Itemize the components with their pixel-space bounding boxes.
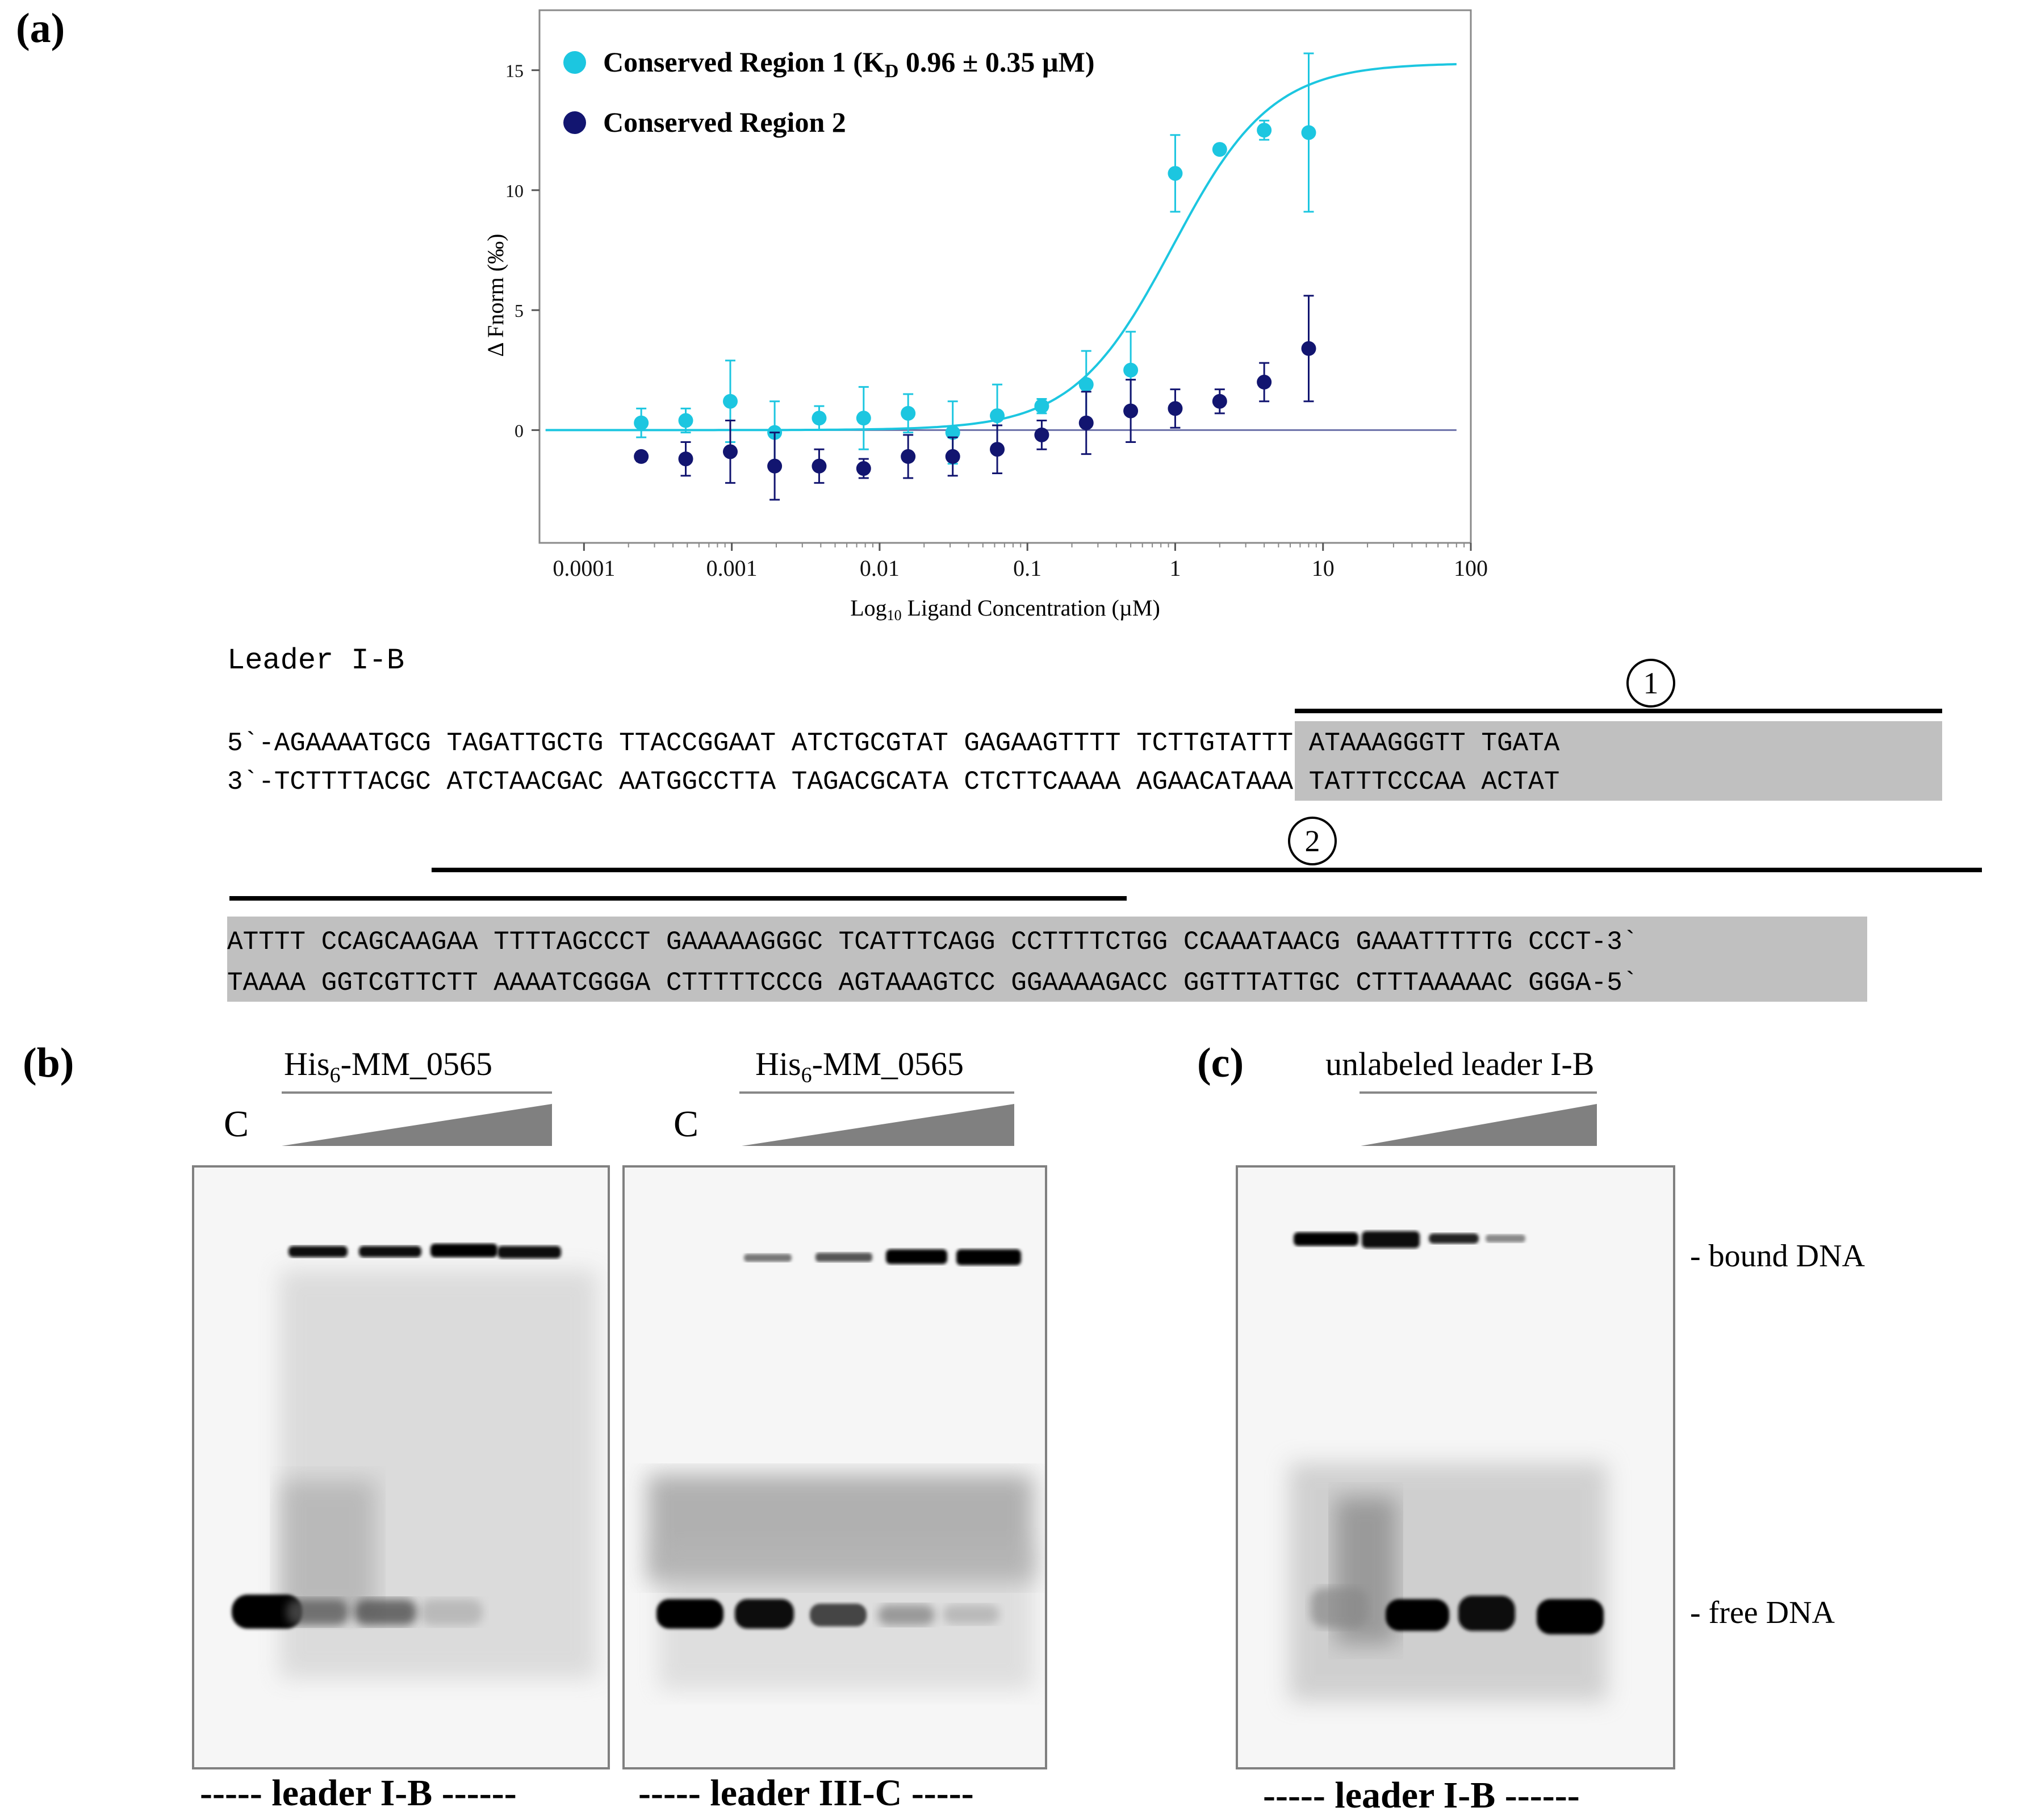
gel-b1-free-band-control [232, 1595, 302, 1629]
gel-b1-bands [232, 1244, 597, 1679]
x-axis-title: Log10 Ligand Concentration (µM) [850, 595, 1160, 624]
x-tick-label-0.001: 0.001 [706, 555, 758, 581]
free-dna-label: - free DNA [1690, 1595, 1835, 1630]
gel-b2-control-label: C [674, 1103, 699, 1145]
region-1-bar-continued [229, 896, 1127, 901]
region-1-bar [1295, 709, 1942, 713]
gel-b1-image [192, 1165, 610, 1769]
data-point [1301, 341, 1316, 356]
data-point [945, 425, 960, 440]
data-point [1168, 166, 1183, 181]
gel-b1-protein-label: His6-MM_0565 [284, 1045, 493, 1087]
region-1-shading [1295, 721, 1942, 801]
data-point [1257, 374, 1272, 390]
data-point [945, 449, 960, 464]
data-point [901, 405, 916, 421]
plot-frame [538, 9, 1472, 544]
data-series [634, 52, 1316, 501]
region-2-marker: 2 [1288, 817, 1337, 865]
data-point [1168, 401, 1183, 416]
region-1-marker: 1 [1626, 659, 1675, 708]
data-point [1034, 399, 1049, 414]
x-tick-label-0.0001: 0.0001 [553, 555, 615, 581]
panel-label-a: (a) [16, 5, 65, 52]
data-point [1034, 427, 1049, 442]
y-axis-title: Δ Fnorm (‰) [483, 234, 508, 357]
data-point [856, 461, 871, 476]
data-point [1123, 362, 1139, 378]
gel-c-image [1236, 1165, 1675, 1769]
panel-label-b: (b) [23, 1040, 74, 1086]
data-point [634, 449, 649, 464]
y-tick-label-10: 10 [505, 181, 524, 201]
legend-marker-region-2 [563, 111, 586, 134]
gel-c-free-band-max [1537, 1599, 1604, 1634]
gel-b1-gradient-wedge [282, 1104, 552, 1146]
data-point [1078, 377, 1094, 392]
x-axis: 0.0001 0.001 0.01 0.1 1 10 100 [553, 543, 1488, 581]
data-point [1301, 125, 1316, 140]
x-tick-label-0.01: 0.01 [860, 555, 900, 581]
data-point [990, 442, 1005, 457]
data-point [767, 458, 783, 474]
data-point [634, 415, 649, 430]
sequence-block2-top: ATTTT CCAGCAAGAA TTTTAGCCCT GAAAAAGGGC T… [227, 927, 1638, 957]
data-point [812, 458, 827, 474]
region-2-shading [227, 917, 1867, 1002]
data-point [1257, 123, 1272, 138]
data-point [1123, 403, 1139, 419]
y-axis: 0 5 10 15 [505, 61, 539, 441]
sequence-block1-bottom: 3`-TCTTTTACGC ATCTAACGAC AATGGCCTTA TAGA… [227, 767, 1560, 797]
gel-c-competitor-label: unlabeled leader I-B [1325, 1045, 1595, 1082]
data-point [722, 444, 738, 459]
data-point [990, 408, 1005, 424]
data-point [901, 449, 916, 464]
bound-dna-label: - bound DNA [1690, 1239, 1865, 1274]
panel-label-c: (c) [1197, 1040, 1244, 1086]
gel-b2-header-line [739, 1091, 1014, 1094]
data-point [678, 413, 693, 428]
data-point [856, 411, 871, 426]
gel-c-gradient-wedge [1361, 1104, 1597, 1146]
legend-label-region-1: Conserved Region 1 (KD 0.96 ± 0.35 µM) [603, 46, 1094, 82]
sequence-title: Leader I-B [227, 644, 405, 677]
y-tick-label-15: 15 [505, 61, 524, 81]
gel-b1-control-label: C [224, 1103, 249, 1145]
region-2-bar [432, 868, 1982, 872]
data-point [812, 411, 827, 426]
gel-b1-caption: ----- leader I-B ------ [200, 1772, 517, 1814]
y-tick-label-0: 0 [515, 420, 524, 441]
gel-b2-caption: ----- leader III-C ----- [638, 1772, 974, 1814]
y-tick-label-5: 5 [515, 300, 524, 321]
sequence-block2-bottom: TAAAA GGTCGTTCTT AAAATCGGGA CTTTTTCCCG A… [227, 968, 1638, 998]
gel-c-bands [1289, 1231, 1607, 1701]
x-tick-label-0.1: 0.1 [1013, 555, 1041, 581]
x-tick-label-10: 10 [1312, 555, 1335, 581]
gel-b2-bands [647, 1249, 1034, 1690]
legend-label-region-2: Conserved Region 2 [603, 106, 846, 138]
gel-b1-header-line [282, 1091, 552, 1094]
data-point [1212, 142, 1227, 157]
data-point [678, 451, 693, 467]
x-tick-label-1: 1 [1169, 555, 1181, 581]
legend-marker-region-1 [563, 51, 586, 74]
gel-b2-image [622, 1165, 1047, 1769]
gel-b2-gradient-wedge [742, 1104, 1014, 1146]
series-2 [634, 295, 1316, 501]
binding-chart: 0.0001 0.001 0.01 0.1 1 10 100 0 5 10 15 Conserve… [483, 9, 1488, 624]
gel-b2-protein-label: His6-MM_0565 [755, 1045, 964, 1087]
gel-c-caption: ----- leader I-B ------ [1263, 1775, 1580, 1816]
series-1 [634, 52, 1316, 465]
gel-c-header-line [1360, 1091, 1597, 1094]
sequence-block1-top: 5`-AGAAAATGCG TAGATTGCTG TTACCGGAAT ATCT… [227, 729, 1560, 758]
gel-b2-free-band-control [656, 1599, 723, 1629]
data-point [722, 394, 738, 409]
data-point [1078, 415, 1094, 430]
data-point [1212, 394, 1227, 409]
x-tick-label-100: 100 [1454, 555, 1488, 581]
